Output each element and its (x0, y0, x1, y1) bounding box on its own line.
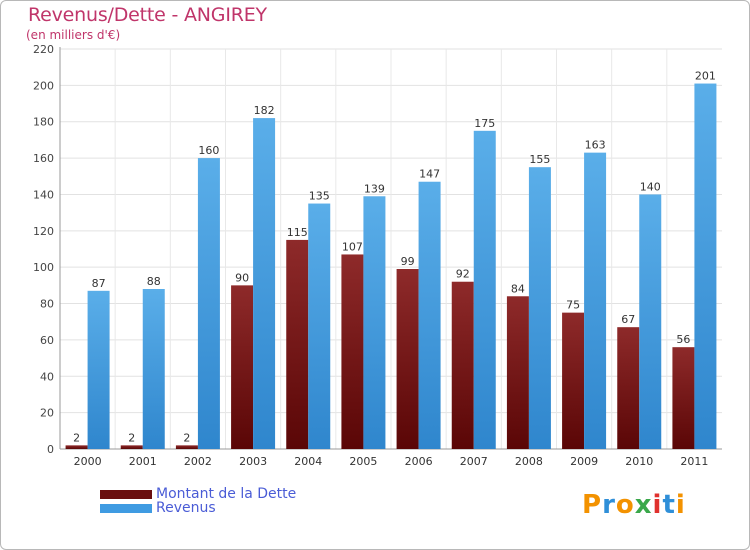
data-label-revenus: 201 (695, 70, 716, 83)
x-tick-label: 2006 (405, 455, 433, 468)
bar-revenus (363, 196, 386, 449)
data-label-revenus: 182 (254, 104, 275, 117)
bar-layer (65, 83, 717, 450)
data-label-revenus: 147 (419, 168, 440, 181)
legend-label-dette: Montant de la Dette (156, 486, 297, 502)
data-label-dette: 107 (342, 240, 363, 253)
y-tick-label: 140 (33, 188, 54, 201)
bar-revenus (418, 181, 441, 449)
y-tick-label: 60 (40, 334, 54, 347)
data-label-dette: 2 (73, 431, 80, 444)
logo-letter: P (582, 490, 603, 520)
data-label-dette: 115 (287, 226, 308, 239)
bar-dette (672, 347, 695, 449)
bar-revenus (308, 203, 331, 449)
x-tick-label: 2001 (129, 455, 157, 468)
bar-dette (341, 254, 364, 449)
bar-revenus (639, 194, 662, 449)
data-label-dette: 2 (128, 431, 135, 444)
data-label-revenus: 87 (92, 277, 106, 290)
x-tick-label: 2005 (349, 455, 377, 468)
label-layer: 0 20 40 60 80 100 120 140 160 180 200 220 2 87 2000 2 88… (33, 43, 716, 468)
data-label-dette: 92 (456, 268, 470, 281)
bar-dette (506, 296, 529, 449)
x-tick-label: 2008 (515, 455, 543, 468)
bar-revenus (197, 158, 220, 449)
x-tick-label: 2000 (74, 455, 102, 468)
legend-swatch-revenus (100, 503, 152, 513)
y-tick-label: 100 (33, 261, 54, 274)
grid-layer (60, 48, 722, 449)
data-label-dette: 56 (676, 333, 690, 346)
bar-dette (65, 445, 88, 449)
y-tick-label: 200 (33, 79, 54, 92)
bar-dette (286, 239, 309, 449)
x-tick-label: 2009 (570, 455, 598, 468)
y-tick-label: 220 (33, 43, 54, 56)
data-label-dette: 75 (566, 299, 580, 312)
data-label-revenus: 88 (147, 275, 161, 288)
data-label-dette: 84 (511, 282, 525, 295)
y-tick-label: 80 (40, 298, 54, 311)
x-tick-label: 2011 (680, 455, 708, 468)
data-label-revenus: 155 (529, 153, 550, 166)
data-label-dette: 2 (183, 431, 190, 444)
bar-dette (451, 281, 474, 449)
bar-revenus (142, 289, 165, 449)
bar-revenus (528, 167, 551, 449)
x-tick-label: 2010 (625, 455, 653, 468)
data-label-revenus: 175 (474, 117, 495, 130)
y-tick-label: 120 (33, 225, 54, 238)
y-tick-label: 0 (47, 443, 54, 456)
logo-letter: i (652, 490, 663, 520)
chart-subtitle: (en milliers d'€) (26, 28, 121, 42)
legend-item-dette: Montant de la Dette (100, 486, 296, 502)
axis-layer (59, 47, 722, 450)
logo-letter: o (615, 490, 635, 520)
proxiti-logo: Proxiti (582, 490, 686, 520)
data-label-revenus: 139 (364, 182, 385, 195)
chart-title: Revenus/Dette - ANGIREY (28, 4, 267, 26)
bar-revenus (473, 130, 496, 449)
logo-letter: i (675, 490, 686, 520)
bar-dette (120, 445, 143, 449)
data-label-dette: 99 (401, 255, 415, 268)
data-label-revenus: 163 (585, 139, 606, 152)
data-label-revenus: 160 (198, 144, 219, 157)
x-tick-label: 2003 (239, 455, 267, 468)
legend-label-revenus: Revenus (156, 500, 216, 516)
bar-dette (396, 269, 419, 449)
logo-letter: t (662, 490, 676, 520)
data-label-revenus: 140 (640, 180, 661, 193)
bar-revenus (253, 118, 276, 449)
bar-revenus (87, 290, 110, 449)
y-tick-label: 180 (33, 116, 54, 129)
bar-dette (175, 445, 198, 449)
y-tick-label: 160 (33, 152, 54, 165)
bar-dette (617, 327, 640, 449)
x-tick-label: 2002 (184, 455, 212, 468)
y-tick-label: 40 (40, 370, 54, 383)
bar-revenus (694, 83, 717, 449)
bar-revenus (584, 152, 607, 450)
x-tick-label: 2007 (460, 455, 488, 468)
legend-swatch-dette (100, 489, 152, 499)
y-tick-label: 20 (40, 407, 54, 420)
logo-letter: x (634, 490, 653, 520)
x-tick-label: 2004 (294, 455, 322, 468)
bar-dette (562, 312, 585, 449)
legend-item-revenus: Revenus (100, 500, 216, 516)
data-label-dette: 67 (621, 313, 635, 326)
data-label-dette: 90 (235, 271, 249, 284)
data-label-revenus: 135 (309, 190, 330, 203)
logo-letter: r (602, 490, 616, 520)
bar-dette (231, 285, 254, 449)
